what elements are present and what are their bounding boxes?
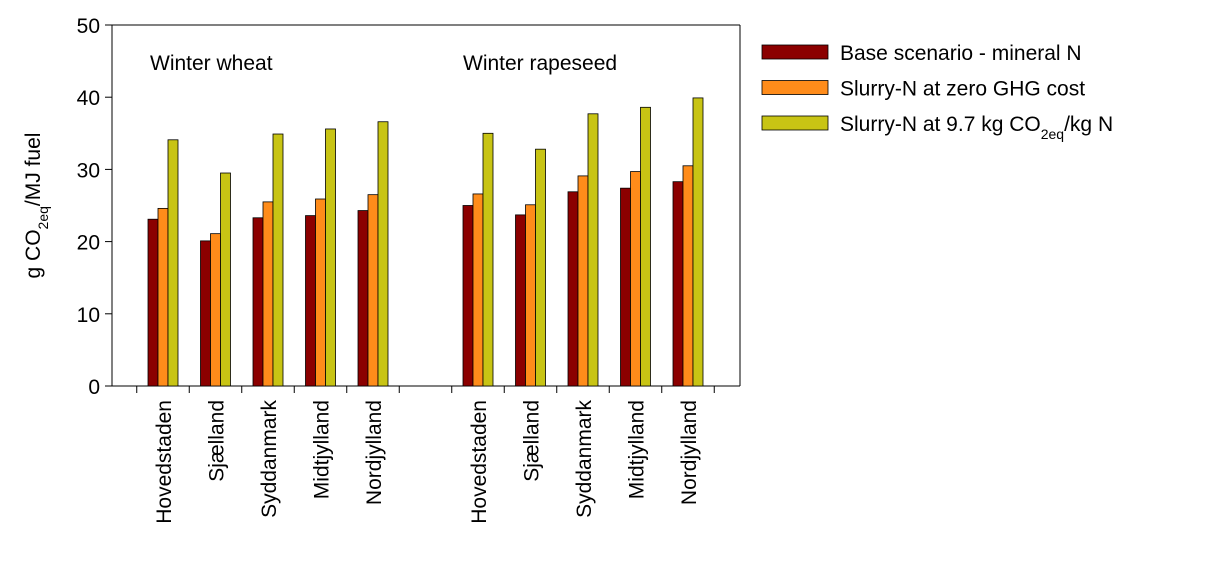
bar [262,201,274,387]
bar [305,215,316,387]
text-part: Slurry-N at 9.7 kg CO [840,113,1041,136]
y-tick-label: 50 [77,15,100,38]
y-tick-label: 40 [77,87,100,110]
bar [577,175,589,387]
text-part: g CO [22,229,45,278]
bar [325,128,336,387]
y-tick-label: 30 [77,159,100,182]
bar [357,210,369,387]
x-tick-label: Midtjylland [626,400,649,499]
bar [147,218,159,387]
bar [640,106,651,387]
text-part: /MJ fuel [22,133,45,207]
bar [462,205,474,387]
y-axis-label: g CO2eq/MJ fuel [22,133,51,279]
legend-label: Base scenario - mineral N [840,42,1082,65]
bar [367,194,379,387]
bar [472,193,484,387]
text-part: 2eq [1041,126,1064,142]
text-part: /kg N [1064,113,1113,136]
legend-label: Slurry-N at 9.7 kg CO2eq/kg N [840,113,1113,142]
bar [315,198,326,387]
bar [587,113,599,387]
x-tick-label: Hovedstaden [468,400,491,524]
y-tick-label: 0 [88,376,100,399]
bar [692,97,704,387]
x-tick-label: Syddanmark [573,400,596,518]
bar [535,148,546,387]
x-tick-label: Sjælland [521,400,544,482]
x-tick-label: Syddanmark [258,400,281,518]
y-tick-label: 20 [77,232,100,255]
bar [620,187,631,387]
text-part: 2eq [35,206,51,229]
bar [252,217,264,387]
bar [525,204,536,387]
x-tick-label: Nordjylland [363,400,386,505]
bar [167,139,179,387]
legend-swatch [761,44,829,60]
bar [220,172,231,387]
bar [157,207,169,387]
bar [682,165,694,387]
bar [377,121,389,387]
x-tick-label: Sjælland [206,400,229,482]
bar [210,233,221,387]
bar [630,171,641,387]
x-tick-label: Midtjylland [311,400,334,499]
y-tick-label: 10 [77,304,100,327]
bar [272,133,284,387]
annotation: Winter wheat [150,52,273,75]
bar [515,214,526,387]
x-tick-label: Nordjylland [678,400,701,505]
bar [482,132,494,387]
legend-swatch [761,115,829,131]
bar [200,240,211,387]
annotation: Winter rapeseed [463,52,617,75]
legend-swatch [761,80,829,95]
x-tick-label: Hovedstaden [153,400,176,524]
legend-label: Slurry-N at zero GHG cost [840,78,1085,101]
bar [672,181,684,387]
bar [567,191,579,387]
